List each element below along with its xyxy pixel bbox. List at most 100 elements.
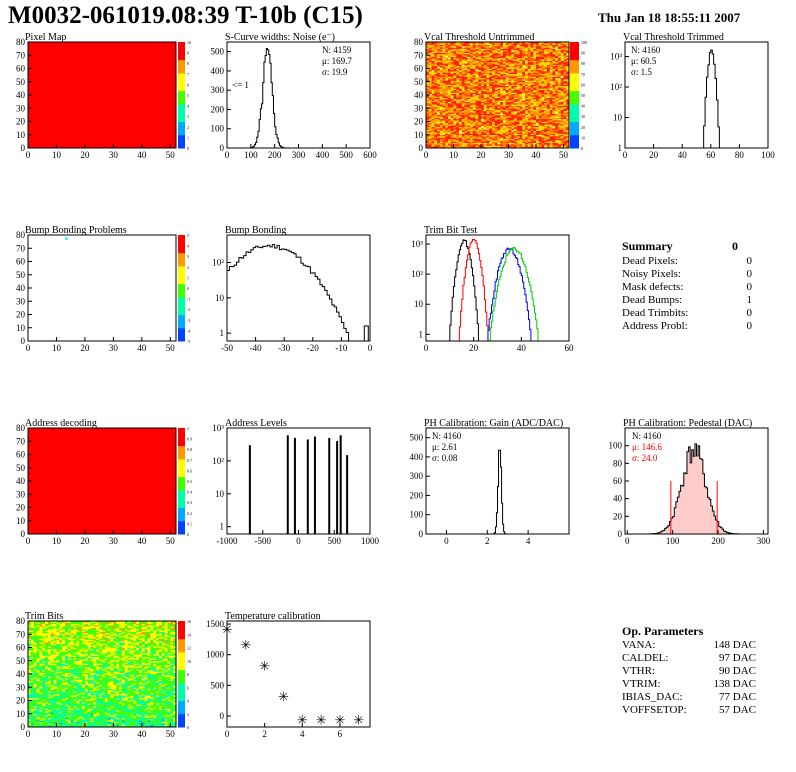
heatmap-cell	[522, 108, 526, 110]
heatmap-cell	[544, 92, 548, 94]
heatmap-cell	[560, 51, 564, 53]
heatmap-cell	[511, 140, 515, 142]
heatmap-cell	[500, 100, 504, 102]
heatmap-cell	[428, 51, 432, 53]
heatmap-cell	[442, 108, 446, 110]
heatmap-cell	[494, 140, 498, 142]
heatmap-cell	[459, 124, 463, 126]
heatmap-cell	[560, 69, 564, 72]
heatmap-cell	[527, 77, 531, 80]
heatmap-cell	[519, 65, 523, 68]
heatmap-cell	[472, 57, 476, 60]
heatmap-cell	[536, 100, 540, 102]
heatmap-cell	[538, 118, 542, 121]
heatmap-cell	[511, 104, 515, 106]
heatmap-cell	[533, 72, 537, 75]
heatmap-cell	[516, 80, 520, 83]
heatmap-cell	[448, 91, 452, 93]
heatmap-cell	[533, 121, 537, 124]
heatmap-cell	[511, 96, 515, 98]
heatmap-cell	[533, 116, 537, 118]
y-tick-label: 70	[16, 50, 26, 60]
heatmap-cell	[541, 130, 545, 133]
heatmap-cell	[530, 51, 534, 53]
heatmap-cell	[538, 75, 542, 77]
heatmap-cell	[492, 110, 496, 113]
heatmap-cell	[481, 138, 485, 141]
heatmap-cell	[478, 121, 482, 124]
heatmap-cell	[544, 141, 548, 143]
heatmap-cell	[555, 145, 559, 147]
heatmap-cell	[437, 144, 441, 146]
heatmap-cell	[87, 721, 91, 724]
heatmap-cell	[547, 146, 551, 149]
heatmap-cell	[541, 61, 545, 64]
heatmap-cell	[527, 72, 531, 75]
heatmap-cell	[505, 96, 509, 98]
heatmap-cell	[544, 140, 548, 142]
heatmap-cell	[486, 59, 490, 61]
heatmap-cell	[500, 93, 504, 96]
heatmap-cell	[555, 141, 559, 143]
heatmap-cell	[445, 53, 449, 56]
heatmap-cell	[563, 146, 567, 149]
heatmap-cell	[104, 720, 108, 722]
heatmap-cell	[153, 725, 157, 728]
heatmap-cell	[442, 124, 446, 126]
heatmap-cell	[541, 95, 545, 97]
heatmap-cell	[544, 118, 548, 121]
heatmap-cell	[442, 138, 446, 141]
heatmap-cell	[475, 61, 479, 64]
heatmap-cell	[519, 45, 523, 48]
heatmap-cell	[33, 721, 37, 724]
heatmap-cell	[470, 45, 474, 48]
heatmap-cell	[566, 146, 570, 149]
heatmap-cell	[481, 44, 485, 47]
heatmap-cell	[555, 52, 559, 55]
heatmap-cell	[530, 104, 534, 106]
heatmap-cell	[519, 68, 523, 71]
heatmap-cell	[552, 81, 556, 84]
heatmap-cell	[450, 87, 454, 89]
heatmap-cell	[514, 121, 518, 124]
heatmap-cell	[428, 61, 432, 64]
heatmap-cell	[516, 110, 520, 113]
heatmap-cell	[453, 97, 457, 100]
heatmap-cell	[442, 134, 446, 137]
heatmap-cell	[448, 110, 452, 113]
heatmap-cell	[508, 68, 512, 71]
heatmap-cell	[486, 96, 490, 98]
heatmap-cell	[437, 84, 441, 87]
heatmap-cell	[164, 725, 168, 728]
heatmap-cell	[486, 53, 490, 56]
heatmap-cell	[508, 55, 512, 57]
heatmap-cell	[558, 109, 562, 112]
color-bar-cell	[570, 130, 579, 136]
heatmap-cell	[467, 43, 471, 45]
heatmap-cell	[511, 141, 515, 143]
heatmap-cell	[558, 75, 562, 77]
heatmap-cell	[560, 42, 564, 44]
heatmap-cell	[547, 105, 551, 108]
heatmap-cell	[475, 112, 479, 114]
x-tick-label: -10	[335, 343, 347, 353]
heatmap-cell	[560, 95, 564, 97]
heatmap-cell	[478, 116, 482, 118]
heatmap-cell	[497, 63, 501, 65]
heatmap-cell	[544, 53, 548, 56]
heatmap-cell	[456, 47, 460, 49]
heatmap-cell	[144, 717, 148, 720]
heatmap-cell	[481, 141, 485, 143]
heatmap-cell	[552, 130, 556, 133]
heatmap-cell	[560, 71, 564, 73]
heatmap-cell	[563, 108, 567, 110]
heatmap-cell	[497, 106, 501, 109]
heatmap-cell	[500, 106, 504, 109]
heatmap-cell	[530, 43, 534, 45]
heatmap-cell	[437, 138, 441, 141]
heatmap-cell	[538, 69, 542, 72]
heatmap-cell	[494, 92, 498, 94]
heatmap-cell	[527, 47, 531, 49]
heatmap-cell	[500, 104, 504, 106]
heatmap-cell	[525, 91, 529, 93]
